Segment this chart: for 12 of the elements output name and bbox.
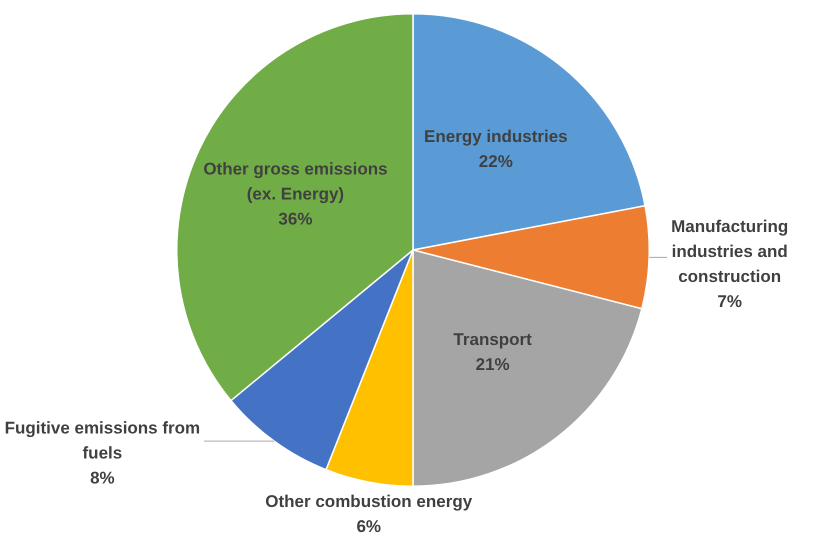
data-label: 8% (90, 468, 115, 488)
slice-label: Transport (453, 330, 532, 349)
slice-label: Fugitive emissions from fuels (4, 418, 200, 462)
slice-label: Other combustion energy (265, 492, 473, 511)
data-label: 7% (717, 292, 742, 312)
slice-label: Other gross emissions (ex. Energy) (203, 159, 388, 204)
data-label: 36% (278, 209, 312, 228)
data-label: 21% (476, 354, 510, 374)
slice-label: Manufacturing industries and construction (671, 217, 788, 286)
slice-label: Energy industries (424, 127, 568, 146)
data-label: 6% (356, 516, 382, 536)
data-label: 22% (478, 152, 513, 172)
